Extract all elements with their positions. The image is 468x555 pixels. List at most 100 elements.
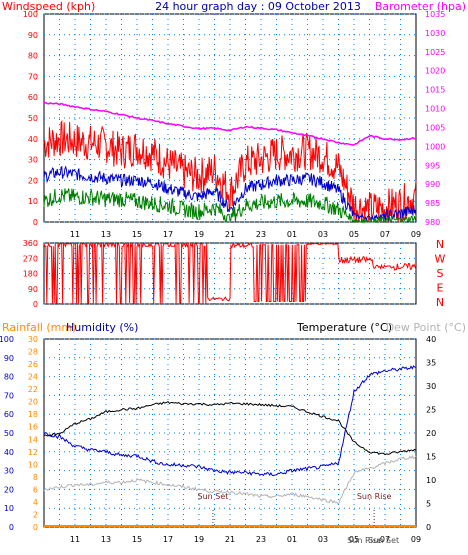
time-tick-label: 07 [380, 535, 390, 544]
wind-low-series-line [43, 188, 417, 224]
time-tick-label: 11 [70, 535, 80, 544]
barometer-tick-label: 1000 [425, 142, 445, 151]
direction-tick-label: 180 [23, 270, 38, 279]
sun-event-label: Sun Set [197, 492, 228, 501]
time-tick-label: 07 [380, 230, 390, 239]
windspeed-tick-label: 40 [28, 135, 38, 144]
time-tick-label: 17 [163, 230, 173, 239]
time-tick-label: 05 [349, 230, 359, 239]
rainfall-tick-label: 20 [28, 398, 38, 407]
time-tick-label: 09 [411, 230, 421, 239]
time-tick-label: 19 [194, 535, 204, 544]
time-tick-label: 23 [256, 230, 266, 239]
time-tick-label: 15 [132, 230, 142, 239]
barometer-tick-label: 985 [425, 199, 440, 208]
direction-tick-label: 90 [28, 285, 38, 294]
windspeed-tick-label: 0 [33, 218, 38, 227]
humidity-series-line [43, 365, 417, 477]
rainfall-axis-label: Rainfall (mm) [2, 321, 76, 334]
direction-tick-label: 0 [33, 300, 38, 309]
rainfall-tick-label: 18 [28, 410, 38, 419]
time-tick-label: 01 [287, 535, 297, 544]
time-tick-label: 01 [287, 230, 297, 239]
barometer-tick-label: 990 [425, 180, 440, 189]
temperature-tick-label: 20 [426, 429, 436, 438]
barometer-tick-label: 1025 [425, 48, 445, 57]
time-tick-label: 19 [194, 230, 204, 239]
time-tick-label: 15 [132, 535, 142, 544]
humidity-tick-label: 40 [4, 448, 14, 457]
windspeed-tick-label: 20 [28, 176, 38, 185]
barometer-tick-label: 1005 [425, 123, 445, 132]
rainfall-tick-label: 24 [28, 373, 38, 382]
windspeed-tick-label: 60 [28, 93, 38, 102]
rainfall-tick-label: 22 [28, 385, 38, 394]
time-tick-label: 13 [101, 535, 111, 544]
compass-direction-label: N [436, 296, 444, 309]
time-tick-label: 21 [225, 230, 235, 239]
sun-set-axis-label: Sun Set [368, 536, 399, 545]
temperature-tick-label: 25 [426, 406, 436, 415]
rainfall-tick-label: 10 [28, 460, 38, 469]
rainfall-tick-label: 16 [28, 423, 38, 432]
compass-direction-label: N [436, 238, 444, 251]
direction-tick-label: 360 [23, 239, 38, 248]
humidity-tick-label: 100 [0, 335, 14, 344]
compass-direction-label: W [435, 253, 446, 266]
temperature-tick-label: 0 [426, 523, 431, 532]
barometer-tick-label: 1020 [425, 67, 445, 76]
temperature-tick-label: 10 [426, 476, 436, 485]
dewpoint-axis-label: Dew Point (°C) [386, 321, 466, 334]
windspeed-tick-label: 80 [28, 52, 38, 61]
rainfall-tick-label: 30 [28, 335, 38, 344]
time-tick-label: 17 [163, 535, 173, 544]
barometer-tick-label: 1035 [425, 10, 445, 19]
rainfall-tick-label: 26 [28, 360, 38, 369]
humidity-tick-label: 10 [4, 504, 14, 513]
compass-direction-label: E [437, 282, 444, 295]
time-tick-label: 05 [349, 535, 359, 544]
windspeed-axis-label: Windspeed (kph) [2, 0, 95, 13]
time-tick-label: 11 [70, 230, 80, 239]
temperature-tick-label: 30 [426, 382, 436, 391]
rainfall-tick-label: 8 [33, 473, 38, 482]
barometer-tick-label: 1010 [425, 105, 445, 114]
time-tick-label: 13 [101, 230, 111, 239]
barometer-tick-label: 1015 [425, 86, 445, 95]
humidity-tick-label: 90 [4, 354, 14, 363]
temperature-axis-label: Temperature (°C) [296, 321, 392, 334]
direction-tick-label: 270 [23, 254, 38, 263]
windspeed-tick-label: 90 [28, 31, 38, 40]
humidity-axis-label: Humidity (%) [66, 321, 138, 334]
rainfall-tick-label: 6 [33, 485, 38, 494]
temperature-tick-label: 5 [426, 500, 431, 509]
temperature-tick-label: 35 [426, 359, 436, 368]
humidity-tick-label: 60 [4, 410, 14, 419]
humidity-tick-label: 0 [9, 523, 14, 532]
time-tick-label: 09 [411, 535, 421, 544]
humidity-tick-label: 80 [4, 373, 14, 382]
humidity-tick-label: 20 [4, 485, 14, 494]
barometer-series-line [43, 101, 417, 146]
sun-rise-axis-label: Sun Rise [347, 536, 382, 545]
temperature-tick-label: 15 [426, 453, 436, 462]
wind-direction-series-line [43, 241, 417, 304]
temperature-tick-label: 40 [426, 335, 436, 344]
chart-title: 24 hour graph day : 09 October 2013 [155, 0, 361, 13]
temperature-series-line [43, 400, 417, 456]
time-tick-label: 03 [318, 230, 328, 239]
dewpoint-series-line [43, 454, 417, 505]
rainfall-tick-label: 4 [33, 498, 38, 507]
wind-average-series-line [43, 165, 417, 222]
time-tick-label: 03 [318, 535, 328, 544]
windspeed-tick-label: 30 [28, 156, 38, 165]
barometer-tick-label: 995 [425, 161, 440, 170]
humidity-tick-label: 50 [4, 429, 14, 438]
time-tick-label: 23 [256, 535, 266, 544]
windspeed-tick-label: 10 [28, 197, 38, 206]
windspeed-tick-label: 50 [28, 114, 38, 123]
rainfall-tick-label: 14 [28, 435, 38, 444]
barometer-tick-label: 980 [425, 218, 440, 227]
